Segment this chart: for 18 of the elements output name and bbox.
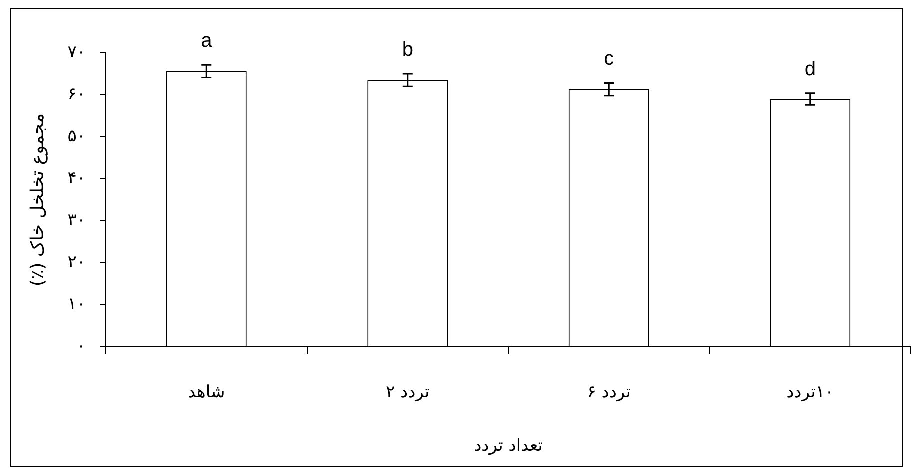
y-tick-label: ۵۰ [68,126,86,146]
annotation: c [604,48,614,70]
x-axis-title: تعداد تردد [474,436,544,456]
x-tick-label: ۱۰تردد [786,382,834,403]
y-tick-label: ۶۰ [68,84,86,104]
x-tick-label: تردد ۲ [386,382,430,403]
y-tick-label: ۰ [76,336,86,356]
annotation: b [402,39,414,61]
y-tick-label: ۷۰ [68,42,86,62]
y-tick-label: ۲۰ [68,252,86,272]
y-tick-label: ۴۰ [68,168,86,188]
annotation: a [201,30,214,52]
x-tick-label: تردد ۶ [587,382,632,403]
y-tick-label: ۱۰ [68,294,86,314]
y-tick-label: ۳۰ [68,210,86,230]
x-tick-label: شاهد [188,382,226,403]
annotation: d [804,58,816,80]
y-axis-title: مجموع تخلخل خاک (٪) [27,113,48,287]
